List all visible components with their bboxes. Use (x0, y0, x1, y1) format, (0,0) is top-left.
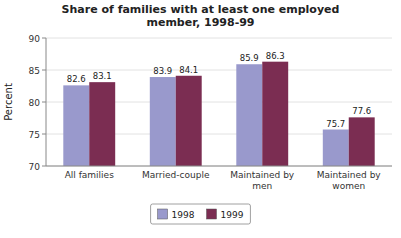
bar (349, 117, 375, 166)
tick-label: 85 (29, 66, 40, 76)
data-label: 77.6 (352, 106, 371, 116)
x-axis (46, 166, 392, 167)
data-label: 83.9 (153, 66, 172, 76)
tick-mark (42, 102, 46, 103)
category-label: Maintained bywomen (317, 170, 382, 191)
legend-frame (151, 204, 251, 224)
legend-swatch (158, 209, 168, 219)
grid-line (46, 166, 392, 167)
tick-mark (42, 70, 46, 71)
data-label: 83.1 (93, 71, 112, 81)
chart: Share of families with at least one empl… (0, 0, 401, 238)
tick-label: 80 (29, 98, 41, 108)
bar (150, 77, 176, 166)
legend-swatch (207, 209, 217, 219)
category-label: Maintained bymen (230, 170, 295, 191)
tick-mark (42, 38, 46, 39)
tick-label: 90 (29, 34, 41, 44)
tick-label: 75 (29, 130, 40, 140)
category-label: All families (65, 170, 115, 180)
tick-label: 70 (29, 162, 41, 172)
tick-mark (42, 166, 46, 167)
bar (236, 64, 262, 166)
data-label: 84.1 (179, 65, 198, 75)
grid-line (46, 38, 392, 39)
legend-label: 1999 (221, 210, 244, 220)
data-label: 82.6 (67, 74, 86, 84)
y-axis-label: Percent (3, 83, 14, 121)
category-label: Married-couple (142, 170, 210, 180)
tick-mark (42, 134, 46, 135)
title: Share of families with at least one empl… (62, 3, 340, 29)
data-label: 85.9 (240, 53, 259, 63)
legend-label: 1998 (172, 210, 195, 220)
bars (63, 62, 374, 166)
bar (262, 62, 288, 166)
bar (63, 85, 89, 166)
legend: 1998 1999 (158, 209, 244, 220)
y-axis (46, 38, 47, 166)
bar (323, 130, 349, 166)
data-label: 86.3 (266, 51, 285, 61)
bar (89, 82, 115, 166)
data-label: 75.7 (326, 119, 345, 129)
bar (176, 76, 202, 166)
